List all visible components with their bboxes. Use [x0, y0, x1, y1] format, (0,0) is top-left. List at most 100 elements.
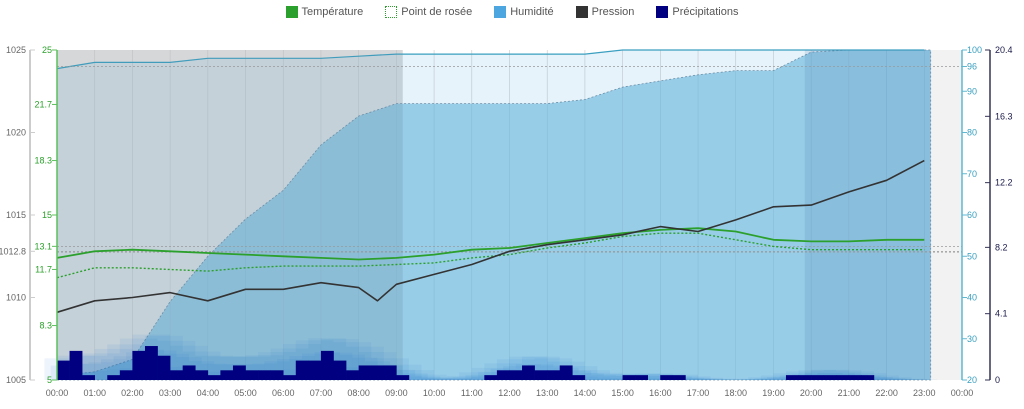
legend-item[interactable]: Précipitations	[656, 6, 738, 18]
precipitation-probability	[421, 378, 435, 380]
precipitation-bar	[69, 350, 83, 380]
pressure-tick-label: 1025	[6, 45, 26, 55]
pressure-tick-label: 1005	[6, 375, 26, 385]
legend: Température Point de rosée Humidité Pressio…	[0, 6, 1024, 18]
precipitation-probability	[578, 373, 604, 380]
humidity-tick-label: 96	[967, 62, 977, 72]
precipitation-probability	[886, 379, 900, 380]
precipitation-bar	[207, 375, 221, 380]
x-tick-label: 15:00	[611, 388, 634, 398]
precipitation-probability	[421, 377, 460, 380]
x-tick-label: 08:00	[347, 388, 370, 398]
precipitation-probability	[283, 369, 296, 380]
precipitation-probability	[603, 376, 629, 380]
x-tick-label: 22:00	[875, 388, 898, 398]
precipitation-bar	[232, 365, 246, 380]
precipitation-probability	[94, 371, 108, 380]
precipitation-probability	[396, 370, 435, 380]
precipitation-bar	[785, 375, 799, 380]
x-tick-label: 23:00	[913, 388, 936, 398]
precipitation-probability	[773, 378, 786, 380]
precipitation-bar	[509, 370, 523, 380]
precipitation-bar	[245, 370, 259, 380]
precipitation-probability	[459, 378, 472, 380]
legend-label: Précipitations	[672, 6, 739, 18]
x-tick-label: 18:00	[724, 388, 747, 398]
humidity-tick-label: 60	[967, 210, 977, 220]
precipitation-probability	[459, 372, 497, 380]
temperature-line	[56, 227, 925, 261]
x-tick-label: 00:00	[46, 388, 69, 398]
x-tick-label: 03:00	[159, 388, 182, 398]
precipitation-probability	[390, 369, 416, 380]
precipitation-probability	[691, 378, 717, 380]
legend-swatch-icon	[385, 6, 398, 18]
precipitation-probability	[672, 376, 711, 380]
dew-point-line	[56, 232, 925, 279]
night-overlay	[57, 50, 403, 380]
precipitation-tick-label: 0	[995, 375, 1000, 385]
legend-swatch-icon	[575, 6, 588, 18]
pressure-tick-label: 1010	[6, 293, 26, 303]
pressure-line	[56, 159, 925, 314]
precipitation-bar	[258, 370, 271, 380]
precipitation-probability	[584, 372, 623, 380]
temperature-tick-label: 21.7	[34, 99, 52, 109]
precipitation-probability	[434, 379, 447, 380]
precipitation-probability	[647, 377, 661, 380]
precipitation-probability	[685, 377, 724, 380]
x-tick-label: 00:00	[951, 388, 974, 398]
precipitation-probability	[641, 375, 667, 380]
precipitation-probability	[886, 378, 925, 380]
legend-label: Pression	[591, 6, 635, 18]
precipitation-probability	[861, 375, 900, 380]
x-tick-label: 16:00	[649, 388, 672, 398]
legend-item[interactable]: Humidité	[494, 6, 554, 18]
humidity-tick-label: 30	[967, 334, 977, 344]
precipitation-probability	[408, 376, 422, 380]
precipitation-probability	[408, 374, 447, 380]
x-tick-label: 04:00	[197, 388, 220, 398]
precipitation-probability	[440, 378, 466, 380]
temperature-tick-label: 15	[42, 210, 52, 220]
precipitation-bar	[295, 360, 309, 380]
humidity-area	[56, 49, 932, 381]
precipitation-tick-label: 16.3	[995, 111, 1013, 121]
precipitation-bar	[270, 370, 284, 380]
precipitation-probability	[597, 374, 636, 380]
precipitation-probability	[741, 379, 768, 380]
x-tick-label: 21:00	[838, 388, 861, 398]
precipitation-bar	[622, 375, 636, 380]
precipitation-probability	[697, 379, 711, 380]
legend-item[interactable]: Température	[285, 6, 363, 18]
temperature-tick-label: 11.7	[35, 264, 52, 274]
precipitation-bar	[861, 375, 875, 380]
precipitation-probability	[584, 376, 598, 380]
precipitation-bar	[848, 375, 862, 380]
temperature-tick-label: 5	[47, 375, 52, 385]
precipitation-bar	[182, 365, 196, 380]
legend-swatch-icon	[656, 6, 669, 18]
precipitation-bar	[534, 370, 548, 380]
x-tick-label: 11:00	[461, 388, 483, 398]
precipitation-probability	[823, 370, 862, 380]
legend-item[interactable]: Point de rosée	[385, 6, 472, 18]
x-tick-label: 02:00	[121, 388, 144, 398]
legend-swatch-icon	[494, 6, 507, 18]
precipitation-probability	[873, 378, 887, 380]
precipitation-probability	[811, 369, 849, 380]
precipitation-probability	[685, 378, 698, 380]
temperature-tick-label: 13.1	[34, 241, 52, 251]
night-overlay	[804, 50, 931, 380]
precipitation-bar	[107, 375, 121, 380]
x-tick-label: 13:00	[536, 388, 559, 398]
precipitation-bar	[358, 365, 372, 380]
legend-item[interactable]: Pression	[575, 6, 635, 18]
precipitation-bar	[660, 375, 674, 380]
precipitation-bar	[635, 375, 649, 380]
precipitation-probability	[767, 377, 793, 380]
temperature-tick-label: 25	[42, 45, 52, 55]
precipitation-probability	[446, 375, 485, 380]
precipitation-probability	[402, 373, 428, 380]
